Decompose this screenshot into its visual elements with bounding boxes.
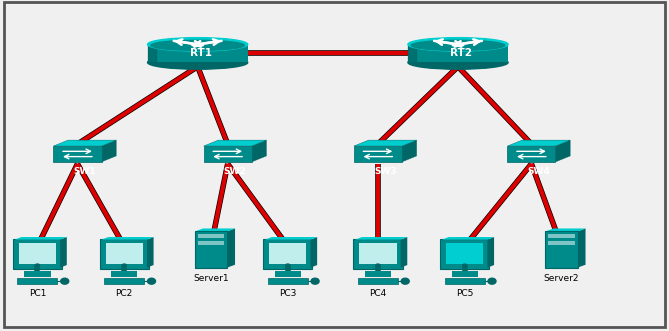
FancyBboxPatch shape — [269, 243, 306, 264]
FancyBboxPatch shape — [408, 44, 508, 63]
Circle shape — [376, 264, 380, 266]
FancyBboxPatch shape — [195, 231, 227, 268]
FancyBboxPatch shape — [353, 239, 403, 269]
FancyBboxPatch shape — [365, 271, 391, 277]
FancyBboxPatch shape — [203, 146, 252, 162]
FancyBboxPatch shape — [445, 278, 484, 284]
Polygon shape — [147, 237, 154, 268]
Text: SW4: SW4 — [527, 167, 550, 176]
Text: PC4: PC4 — [369, 289, 387, 298]
Polygon shape — [102, 140, 116, 162]
Polygon shape — [265, 237, 317, 240]
FancyBboxPatch shape — [24, 271, 51, 277]
Polygon shape — [355, 237, 407, 240]
Polygon shape — [15, 237, 67, 240]
FancyBboxPatch shape — [548, 241, 575, 245]
Polygon shape — [252, 140, 266, 162]
Polygon shape — [402, 140, 417, 162]
FancyBboxPatch shape — [507, 146, 555, 162]
Text: Server1: Server1 — [193, 274, 229, 283]
FancyBboxPatch shape — [17, 278, 58, 284]
FancyBboxPatch shape — [354, 146, 402, 162]
Text: PC2: PC2 — [116, 289, 133, 298]
Ellipse shape — [411, 40, 504, 50]
Polygon shape — [148, 44, 156, 63]
Ellipse shape — [311, 278, 319, 284]
FancyBboxPatch shape — [100, 239, 149, 269]
FancyBboxPatch shape — [548, 234, 575, 238]
Polygon shape — [545, 228, 585, 231]
Polygon shape — [203, 140, 266, 146]
Polygon shape — [442, 237, 494, 240]
Text: PC3: PC3 — [279, 289, 296, 298]
FancyBboxPatch shape — [274, 271, 301, 277]
Circle shape — [122, 264, 126, 266]
Polygon shape — [401, 237, 407, 268]
FancyBboxPatch shape — [104, 278, 144, 284]
Text: RT1: RT1 — [190, 48, 212, 59]
Circle shape — [35, 264, 39, 266]
FancyBboxPatch shape — [452, 271, 478, 277]
Text: SW1: SW1 — [74, 167, 96, 176]
FancyBboxPatch shape — [106, 243, 143, 264]
Polygon shape — [577, 228, 585, 268]
Polygon shape — [507, 140, 570, 146]
Polygon shape — [408, 44, 416, 63]
FancyBboxPatch shape — [545, 231, 577, 268]
Text: Server2: Server2 — [544, 274, 579, 283]
Polygon shape — [354, 140, 417, 146]
Polygon shape — [195, 228, 235, 231]
Ellipse shape — [488, 278, 496, 284]
FancyBboxPatch shape — [268, 278, 308, 284]
Polygon shape — [310, 237, 317, 268]
Polygon shape — [60, 237, 67, 268]
Circle shape — [463, 264, 467, 266]
Ellipse shape — [408, 38, 508, 51]
Polygon shape — [488, 237, 494, 268]
Text: SW3: SW3 — [374, 167, 397, 176]
FancyBboxPatch shape — [359, 243, 397, 264]
FancyBboxPatch shape — [148, 44, 248, 63]
Ellipse shape — [401, 278, 409, 284]
FancyBboxPatch shape — [197, 234, 224, 238]
Ellipse shape — [408, 56, 508, 69]
FancyBboxPatch shape — [358, 278, 398, 284]
Text: RT2: RT2 — [450, 48, 472, 59]
Ellipse shape — [148, 38, 248, 51]
FancyBboxPatch shape — [263, 239, 312, 269]
Ellipse shape — [61, 278, 69, 284]
FancyBboxPatch shape — [13, 239, 62, 269]
Text: SW2: SW2 — [223, 167, 246, 176]
Circle shape — [286, 264, 290, 266]
Text: PC1: PC1 — [29, 289, 46, 298]
Ellipse shape — [151, 40, 244, 50]
Polygon shape — [227, 228, 235, 268]
FancyBboxPatch shape — [111, 271, 137, 277]
Ellipse shape — [148, 56, 248, 69]
FancyBboxPatch shape — [54, 146, 102, 162]
FancyBboxPatch shape — [440, 239, 490, 269]
Polygon shape — [555, 140, 570, 162]
FancyBboxPatch shape — [446, 243, 484, 264]
FancyBboxPatch shape — [19, 243, 56, 264]
Text: PC5: PC5 — [456, 289, 474, 298]
Ellipse shape — [147, 278, 155, 284]
Polygon shape — [102, 237, 154, 240]
Polygon shape — [54, 140, 116, 146]
FancyBboxPatch shape — [197, 241, 224, 245]
